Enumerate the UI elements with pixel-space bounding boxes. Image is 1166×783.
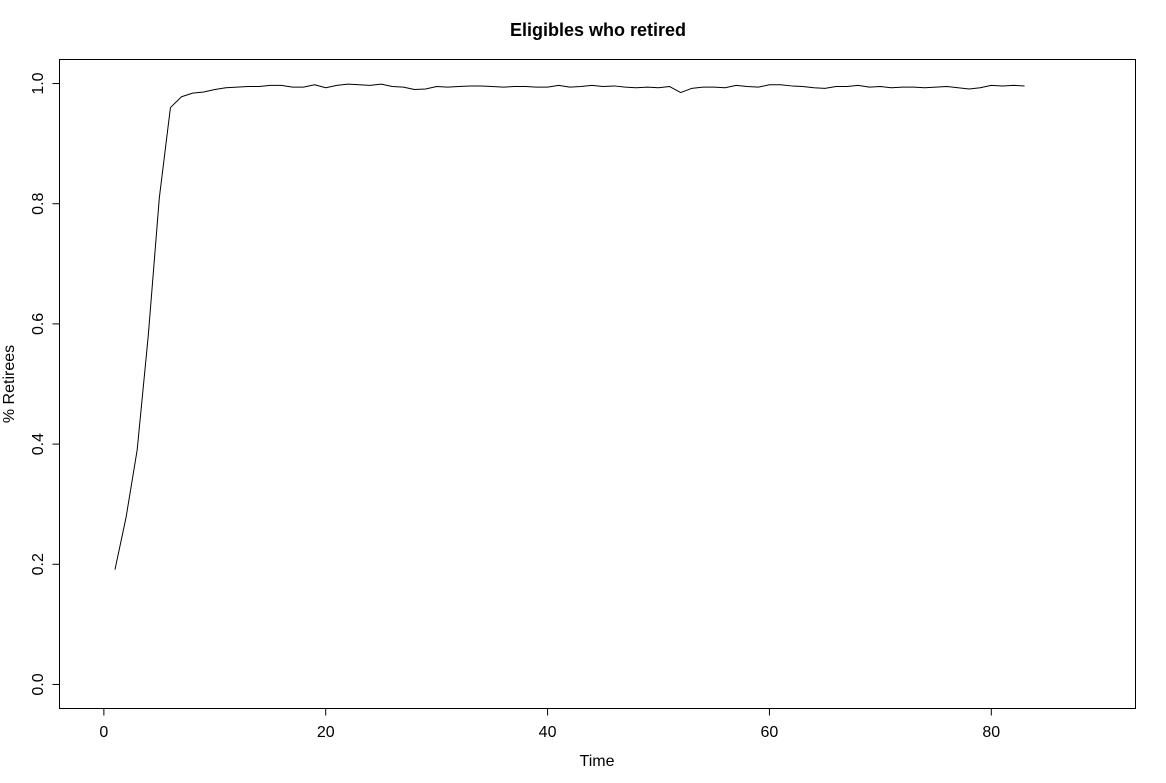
y-tick-label: 0.6 — [30, 313, 47, 335]
x-axis-label: Time — [580, 753, 615, 770]
y-tick-label: 1.0 — [30, 72, 47, 94]
chart-title: Eligibles who retired — [510, 20, 686, 40]
x-tick-label: 0 — [99, 724, 108, 741]
y-tick-label: 0.4 — [30, 433, 47, 455]
y-axis-label: % Retirees — [1, 345, 18, 423]
x-tick-label: 80 — [982, 724, 1000, 741]
plot-frame — [59, 59, 1136, 709]
x-tick-label: 40 — [539, 724, 557, 741]
y-tick-label: 0.8 — [30, 193, 47, 215]
x-tick-label: 60 — [761, 724, 779, 741]
series-line — [114, 83, 1025, 570]
y-axis: 0.0 0.2 0.4 0.6 0.8 1.0 — [30, 72, 60, 696]
x-tick-label: 20 — [317, 724, 335, 741]
y-tick-label: 0.0 — [30, 673, 47, 695]
y-tick-label: 0.2 — [30, 553, 47, 575]
x-axis: 0 20 40 60 80 — [99, 708, 1000, 741]
